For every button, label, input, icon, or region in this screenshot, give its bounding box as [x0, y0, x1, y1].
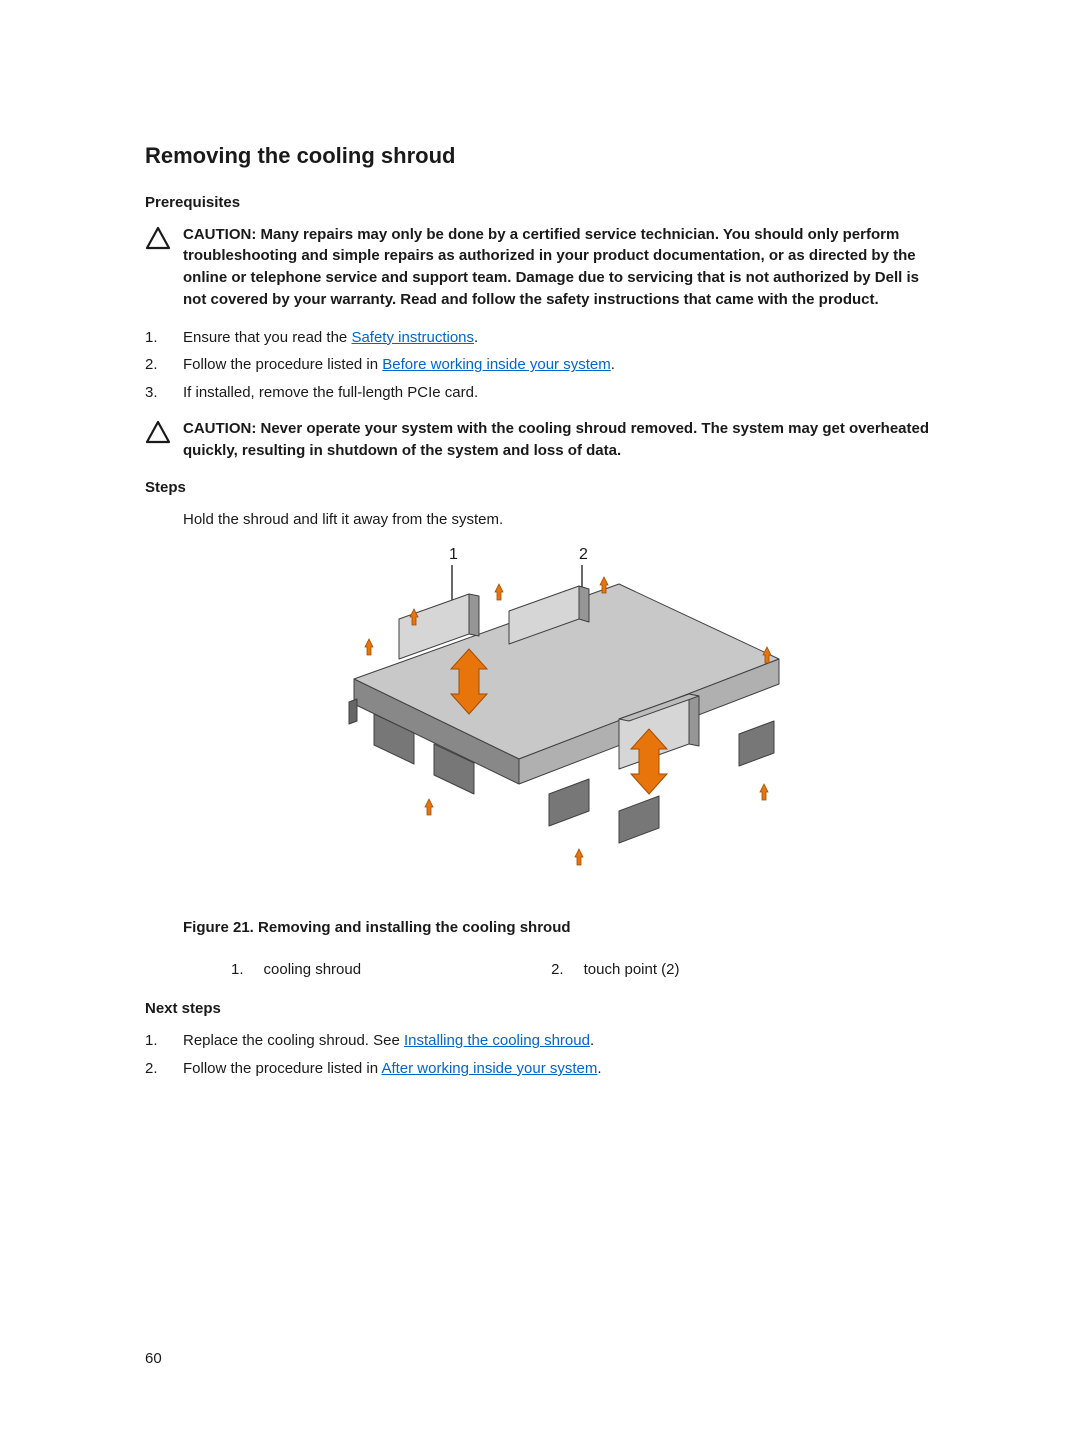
cooling-shroud-figure: 1 2 — [319, 539, 799, 899]
list-item: Replace the cooling shroud. See Installi… — [145, 1030, 935, 1052]
next-steps-list: Replace the cooling shroud. See Installi… — [145, 1030, 935, 1080]
caution-icon — [145, 420, 171, 444]
list-item: Ensure that you read the Safety instruct… — [145, 327, 935, 349]
caution-block-2: CAUTION: Never operate your system with … — [145, 418, 935, 462]
caution-text-2: CAUTION: Never operate your system with … — [183, 418, 935, 462]
steps-label: Steps — [145, 477, 935, 499]
prerequisites-list: Ensure that you read the Safety instruct… — [145, 327, 935, 404]
next-steps-label: Next steps — [145, 998, 935, 1020]
list-item: If installed, remove the full-length PCI… — [145, 382, 935, 404]
link-installing-shroud[interactable]: Installing the cooling shroud — [404, 1032, 590, 1049]
legend-item: 2. touch point (2) — [551, 959, 679, 981]
svg-text:1: 1 — [449, 546, 458, 563]
page-number: 60 — [145, 1348, 162, 1370]
list-item: Follow the procedure listed in Before wo… — [145, 354, 935, 376]
caution-icon — [145, 226, 171, 250]
caution-block-1: CAUTION: Many repairs may only be done b… — [145, 224, 935, 311]
figure-block: 1 2 — [145, 539, 935, 981]
link-after-working[interactable]: After working inside your system — [381, 1060, 597, 1077]
caution-text-1: CAUTION: Many repairs may only be done b… — [183, 224, 935, 311]
list-item: Follow the procedure listed in After wor… — [145, 1058, 935, 1080]
prerequisites-label: Prerequisites — [145, 192, 935, 214]
page-title: Removing the cooling shroud — [145, 140, 935, 172]
figure-caption: Figure 21. Removing and installing the c… — [183, 917, 935, 939]
steps-body: Hold the shroud and lift it away from th… — [145, 509, 935, 531]
figure-legend: 1. cooling shroud 2. touch point (2) — [183, 959, 935, 981]
link-before-working[interactable]: Before working inside your system — [382, 356, 610, 373]
legend-item: 1. cooling shroud — [231, 959, 361, 981]
svg-text:2: 2 — [579, 546, 588, 563]
link-safety[interactable]: Safety instructions — [351, 329, 474, 346]
